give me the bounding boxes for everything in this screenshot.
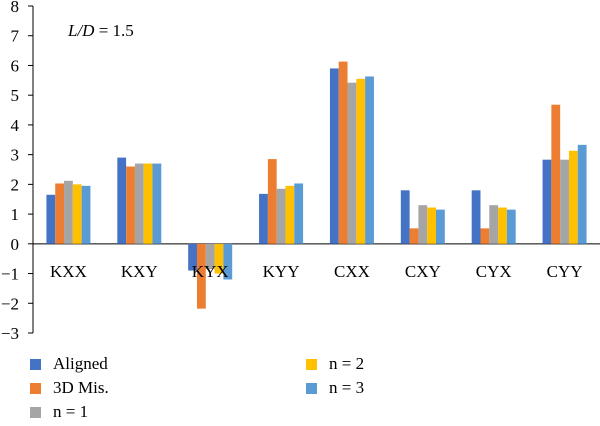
legend-label: Aligned bbox=[53, 354, 108, 373]
y-tick-label: 0 bbox=[11, 235, 20, 254]
bar bbox=[551, 104, 561, 244]
bar bbox=[365, 76, 374, 244]
bar-chart: −3 −2 −1 0 1 2 3 4 5 6 7 8 KXX KXY KYX KYY CXX CXY CYX CYY… bbox=[1, 0, 600, 343]
bar bbox=[409, 228, 419, 244]
bar bbox=[480, 228, 490, 244]
bar bbox=[143, 163, 153, 244]
bar bbox=[64, 180, 73, 244]
bar bbox=[498, 207, 507, 244]
category-labels: KXX KXY KYX KYY CXX CXY CYX CYY bbox=[50, 262, 583, 281]
y-tick-label: 2 bbox=[11, 175, 20, 194]
legend-item-aligned: Aligned bbox=[30, 354, 108, 374]
bar bbox=[294, 183, 304, 244]
bar bbox=[152, 163, 162, 244]
y-tick-label: 7 bbox=[11, 27, 20, 46]
bar bbox=[347, 82, 357, 244]
category-label: CXY bbox=[405, 262, 441, 281]
bar bbox=[489, 205, 499, 244]
bar bbox=[214, 243, 224, 274]
legend-swatch bbox=[30, 358, 41, 370]
legend-item-n1: n = 1 bbox=[30, 402, 88, 422]
legend-item-3d-mis: 3D Mis. bbox=[30, 378, 109, 398]
legend: Aligned 3D Mis. n = 1 n = 2 n = 3 bbox=[30, 354, 450, 424]
bar bbox=[276, 188, 286, 244]
bar bbox=[223, 243, 233, 280]
bar bbox=[267, 159, 277, 244]
y-tick-label: 5 bbox=[11, 86, 20, 105]
annotation-text: = 1.5 bbox=[94, 21, 133, 40]
y-axis: −3 −2 −1 0 1 2 3 4 5 6 7 8 bbox=[1, 0, 600, 343]
bar bbox=[72, 184, 82, 244]
chart-annotation: L/D = 1.5 bbox=[67, 21, 134, 40]
legend-item-n2: n = 2 bbox=[306, 354, 364, 374]
bar bbox=[400, 190, 410, 244]
category-label: KYX bbox=[192, 262, 229, 281]
category-label: KXX bbox=[50, 262, 87, 281]
bar bbox=[568, 150, 578, 244]
y-tick-label: 6 bbox=[11, 56, 20, 75]
category-label: CYX bbox=[476, 262, 512, 281]
bar bbox=[356, 78, 366, 244]
legend-swatch bbox=[306, 358, 317, 370]
bar bbox=[560, 159, 569, 244]
legend-label: n = 1 bbox=[53, 402, 89, 421]
bar bbox=[188, 243, 197, 271]
bar bbox=[46, 194, 56, 244]
bar bbox=[196, 243, 206, 309]
legend-swatch bbox=[306, 382, 317, 394]
bar bbox=[542, 159, 552, 244]
category-label: KXY bbox=[121, 262, 158, 281]
legend-item-n3: n = 3 bbox=[306, 378, 364, 398]
y-tick-label: 3 bbox=[11, 146, 20, 165]
y-tick-label: −2 bbox=[1, 294, 19, 313]
category-label: CXX bbox=[334, 262, 370, 281]
bar bbox=[471, 190, 481, 244]
bars bbox=[46, 61, 587, 309]
bar bbox=[117, 157, 127, 244]
bar bbox=[134, 163, 144, 244]
bar bbox=[427, 207, 437, 244]
y-tick-label: −3 bbox=[1, 324, 19, 343]
annotation-var: L/D bbox=[67, 21, 95, 40]
bar bbox=[259, 193, 268, 244]
bar bbox=[81, 185, 91, 244]
y-tick-label: 1 bbox=[11, 205, 20, 224]
legend-swatch bbox=[30, 406, 41, 418]
legend-label: n = 3 bbox=[329, 378, 365, 397]
bar bbox=[418, 205, 428, 244]
bar bbox=[329, 68, 339, 244]
bar bbox=[205, 243, 215, 270]
y-tick-label: −1 bbox=[1, 265, 19, 284]
bar bbox=[285, 185, 295, 244]
legend-swatch bbox=[30, 382, 41, 394]
y-tick-label: 8 bbox=[11, 0, 20, 16]
bar bbox=[506, 209, 516, 244]
legend-label: n = 2 bbox=[329, 354, 365, 373]
bar bbox=[126, 166, 135, 244]
bar bbox=[577, 144, 587, 244]
bar bbox=[436, 209, 445, 244]
category-label: KYY bbox=[263, 262, 300, 281]
bar bbox=[338, 61, 348, 244]
y-tick-label: 4 bbox=[11, 116, 20, 135]
legend-label: 3D Mis. bbox=[53, 378, 109, 397]
category-label: CYY bbox=[547, 262, 583, 281]
bar bbox=[55, 183, 65, 244]
